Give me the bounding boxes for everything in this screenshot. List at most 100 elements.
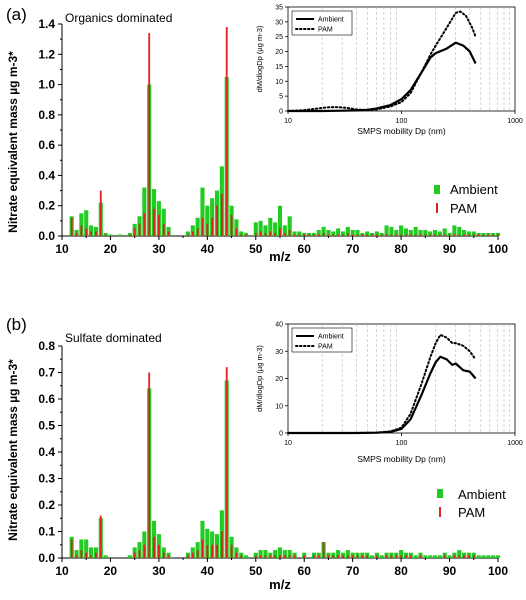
ambient-bar bbox=[471, 231, 476, 236]
inset-xlabel: SMPS mobility Dp (nm) bbox=[357, 454, 445, 464]
panel-a-axes: 0.00.20.40.60.81.01.21.410 20 30 40 50 60 70 80… bbox=[38, 17, 508, 256]
x-tick-label: 90 bbox=[443, 564, 457, 578]
ambient-bar bbox=[200, 187, 205, 236]
legend-pam-swatch bbox=[439, 507, 441, 517]
ambient-bar bbox=[287, 550, 292, 558]
ambient-bar bbox=[432, 229, 438, 236]
panel-b-label: (b) bbox=[6, 315, 27, 334]
pam-bar bbox=[453, 555, 456, 558]
pam-bar bbox=[327, 234, 330, 236]
inset-series-pam bbox=[287, 10, 477, 112]
pam-bar bbox=[259, 555, 262, 558]
inset-y-tick-label: 0 bbox=[279, 109, 283, 116]
pam-bar bbox=[70, 539, 73, 558]
ambient-bar bbox=[491, 555, 496, 558]
pam-bar bbox=[346, 232, 349, 236]
ambient-bar bbox=[403, 228, 409, 236]
pam-bar bbox=[133, 228, 136, 236]
ambient-bar bbox=[428, 231, 433, 236]
pam-bar bbox=[458, 234, 461, 236]
ambient-bar bbox=[476, 555, 481, 558]
y-tick-label: 0.4 bbox=[38, 168, 55, 182]
y-tick-label: 0.0 bbox=[38, 229, 55, 243]
pam-bar bbox=[201, 539, 204, 558]
pam-bar bbox=[70, 217, 73, 236]
ambient-bar bbox=[297, 231, 302, 236]
pam-bar bbox=[366, 234, 369, 236]
pam-bar bbox=[143, 213, 146, 236]
x-tick-label: 90 bbox=[443, 242, 457, 256]
pam-bar bbox=[308, 234, 310, 236]
pam-bar bbox=[366, 555, 369, 558]
pam-bar bbox=[288, 229, 291, 236]
legend-pam-label: PAM bbox=[458, 505, 485, 520]
inset-series-ambient bbox=[288, 41, 477, 113]
ambient-bar bbox=[457, 226, 462, 236]
ambient-bar bbox=[205, 528, 210, 558]
x-tick-label: 80 bbox=[394, 564, 408, 578]
ambient-bar bbox=[210, 198, 215, 236]
y-tick-label: 0.6 bbox=[38, 138, 55, 152]
pam-bar bbox=[375, 555, 378, 558]
x-tick-label: 20 bbox=[104, 242, 118, 256]
inset-y-tick-label: 15 bbox=[275, 64, 283, 71]
pam-bar bbox=[351, 234, 354, 236]
ambient-bar bbox=[253, 222, 258, 236]
ambient-bar bbox=[462, 229, 467, 236]
x-tick-label: 30 bbox=[152, 242, 166, 256]
panel-a-label: (a) bbox=[6, 5, 27, 24]
ambient-bar bbox=[273, 222, 278, 236]
pam-bar bbox=[216, 205, 218, 236]
x-tick-label: 50 bbox=[249, 242, 263, 256]
pam-bar bbox=[288, 555, 291, 558]
pam-bar bbox=[303, 555, 306, 558]
pam-bar bbox=[75, 232, 78, 236]
pam-bar bbox=[80, 225, 83, 236]
pam-bar bbox=[405, 234, 407, 236]
panel-a-inset: 10 100 1000 0 5 10 15 20 25 30 35 SMPS mobility Dp … bbox=[255, 5, 523, 137]
pam-bar bbox=[400, 234, 403, 236]
pam-bar bbox=[414, 234, 417, 236]
inset-x-tick-label: 100 bbox=[396, 118, 408, 125]
pam-bar bbox=[342, 234, 344, 236]
pam-bar bbox=[409, 555, 412, 558]
ambient-bar bbox=[408, 229, 413, 236]
pam-bar bbox=[211, 544, 214, 558]
ambient-bar bbox=[437, 231, 442, 236]
panel-b: (b) Sulfate dominated Nitrate equivalent… bbox=[6, 315, 523, 592]
ambient-bar bbox=[369, 555, 375, 558]
ambient-bar bbox=[161, 208, 166, 236]
legend-ambient-swatch bbox=[434, 185, 440, 194]
pam-bar bbox=[230, 544, 233, 558]
pam-bar bbox=[385, 234, 388, 236]
pam-bar bbox=[443, 555, 446, 558]
y-tick-label: 0.7 bbox=[38, 366, 55, 380]
y-tick-label: 0.5 bbox=[38, 419, 55, 433]
pam-bar bbox=[337, 234, 340, 236]
inset-legend-label: PAM bbox=[318, 27, 333, 34]
pam-bar bbox=[90, 231, 92, 236]
pam-bar bbox=[225, 27, 228, 237]
pam-bar bbox=[254, 555, 257, 558]
pam-bar bbox=[187, 234, 189, 236]
ambient-bar bbox=[428, 555, 433, 558]
panel-a-xlabel: m/z bbox=[269, 249, 291, 264]
pam-bar bbox=[337, 555, 340, 558]
pam-bar bbox=[259, 231, 262, 236]
inset-ylabel: dM/dlogDp (µg m-3) bbox=[255, 25, 264, 92]
x-tick-label: 70 bbox=[346, 564, 360, 578]
inset-x-tick-label: 1000 bbox=[507, 440, 523, 447]
pam-bar bbox=[448, 234, 451, 236]
inset-legend-label: Ambient bbox=[318, 17, 344, 24]
ambient-bar bbox=[452, 225, 457, 236]
pam-bar bbox=[468, 234, 470, 236]
pam-bar bbox=[346, 555, 349, 558]
inset-y-tick-label: 20 bbox=[275, 376, 283, 383]
pam-bar bbox=[220, 531, 223, 558]
pam-bar bbox=[279, 228, 281, 236]
ambient-bar bbox=[321, 226, 326, 236]
pam-bar bbox=[157, 214, 160, 236]
legend-pam-swatch bbox=[436, 203, 438, 213]
ambient-bar bbox=[205, 205, 210, 236]
pam-bar bbox=[230, 214, 233, 236]
